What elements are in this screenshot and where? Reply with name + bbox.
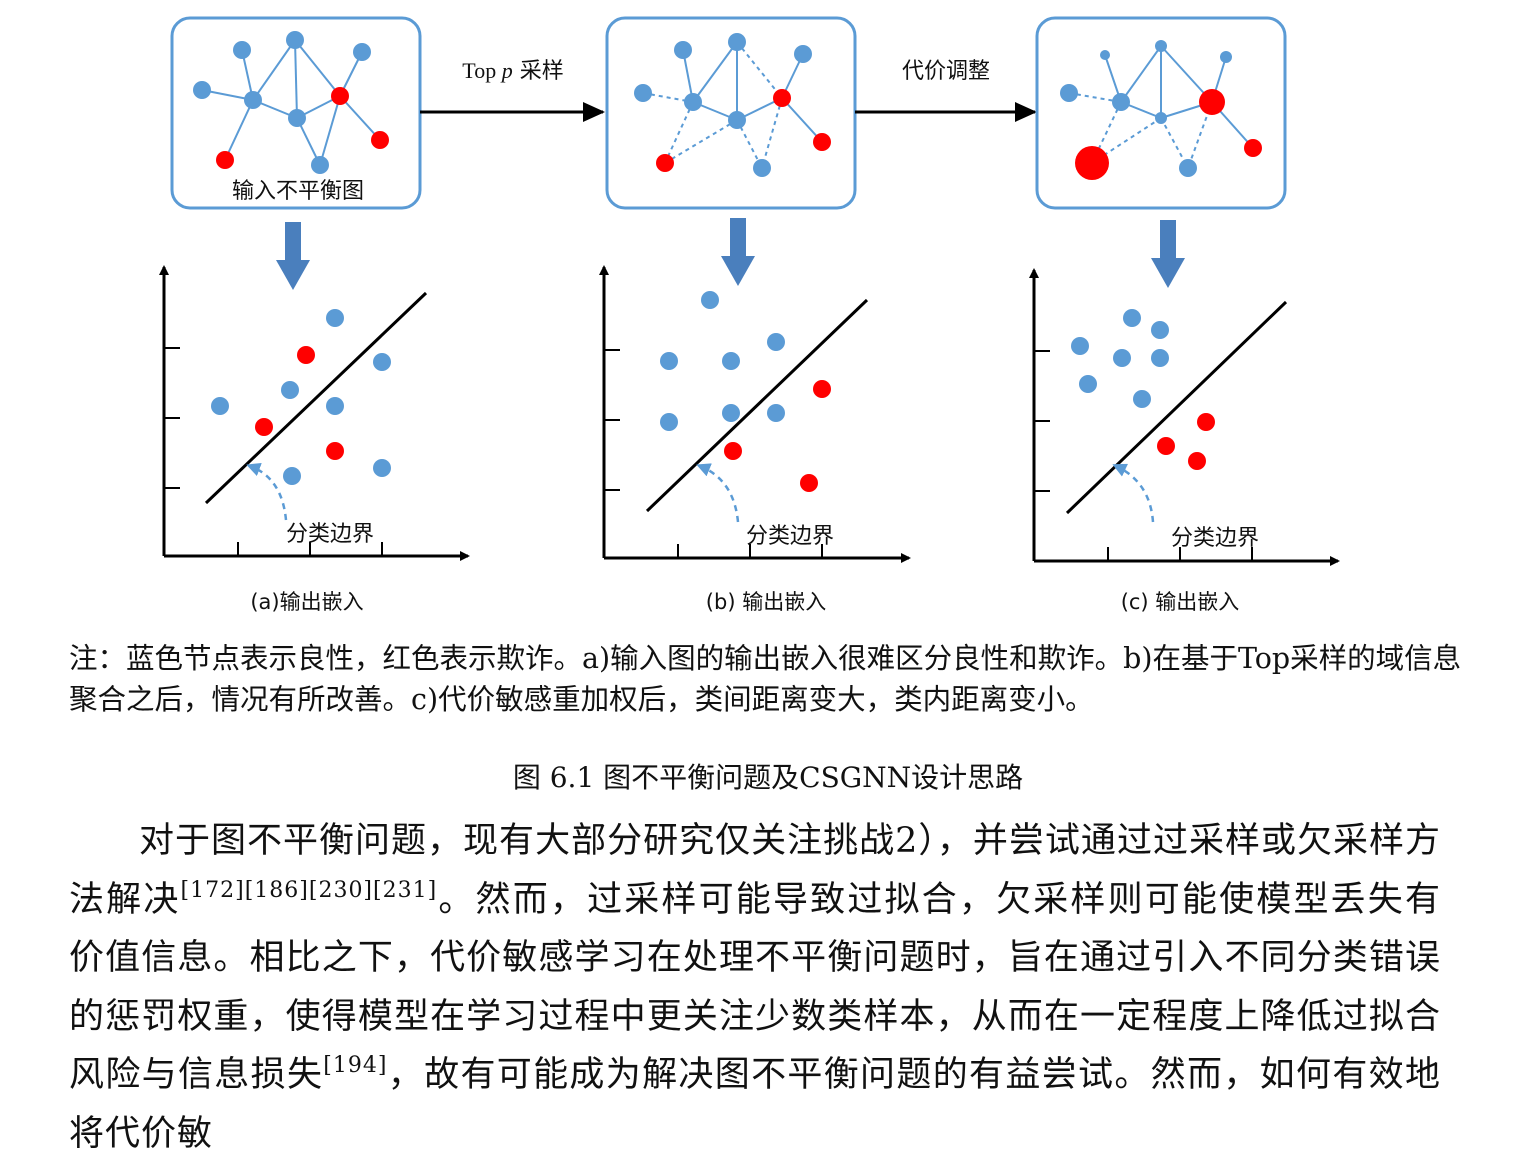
red-point: [800, 474, 818, 492]
blue-node: [311, 156, 329, 174]
blue-point: [1123, 309, 1141, 327]
red-node: [813, 133, 831, 151]
red-point: [255, 418, 273, 436]
graph-nodes-c: [1060, 40, 1262, 180]
decision-boundary: [1065, 300, 1288, 515]
blue-point: [1151, 349, 1169, 367]
down-arrow-a: [276, 222, 310, 290]
decision-boundary: [204, 291, 428, 505]
blue-point: [281, 381, 299, 399]
graph-label-a: 输入不平衡图: [232, 179, 364, 204]
graph-nodes-b: [634, 33, 831, 177]
graph-box-c: [1035, 16, 1287, 210]
red-point: [1188, 452, 1206, 470]
figure-caption: 图 6.1 图不平衡问题及CSGNN设计思路: [512, 761, 1024, 794]
red-point: [1197, 413, 1215, 431]
arrow-cost-adjust: 代价调整: [855, 59, 1037, 122]
blue-point: [326, 397, 344, 415]
svg-text:分类边界: 分类边界: [1171, 526, 1259, 551]
blue-point: [373, 459, 391, 477]
blue-point: [1151, 321, 1169, 339]
red-node: [1199, 89, 1225, 115]
blue-node: [728, 33, 746, 51]
citation-1: [172][186][230][231]: [180, 877, 438, 903]
blue-point: [660, 352, 678, 370]
blue-node: [728, 111, 746, 129]
embed-label-b: (b) 输出嵌入: [706, 590, 826, 614]
blue-point: [373, 353, 391, 371]
arrow-top-p-sampling: Top p 采样: [420, 58, 605, 122]
blue-point: [767, 404, 785, 422]
red-node: [773, 89, 791, 107]
blue-point: [326, 309, 344, 327]
blue-node: [684, 93, 702, 111]
blue-node: [1100, 50, 1110, 60]
body-text-1: 对于图不平衡问题，现有大部分研究仅关注挑战2），并尝试通过过采样或欠采样方法解决: [69, 821, 1441, 920]
red-node: [331, 87, 349, 105]
red-point: [813, 380, 831, 398]
blue-point: [701, 291, 719, 309]
blue-point: [722, 404, 740, 422]
graph-box-a: 输入不平衡图: [170, 16, 422, 210]
blue-node: [233, 41, 251, 59]
red-node: [216, 151, 234, 169]
blue-node: [1155, 40, 1167, 52]
embed-plot-b: 分类边界 (b) 输出嵌入: [599, 265, 911, 614]
graph-box-b: [605, 16, 857, 210]
blue-node: [193, 81, 211, 99]
blue-point: [283, 467, 301, 485]
figure-note: 注：蓝色节点表示良性，红色表示欺诈。a)输入图的输出嵌入很难区分良性和欺诈。b)…: [69, 642, 1462, 716]
blue-node: [288, 109, 306, 127]
arrow1-label: Top p 采样: [462, 58, 563, 84]
blue-node: [286, 31, 304, 49]
blue-point: [1113, 349, 1131, 367]
body-paragraph: 对于图不平衡问题，现有大部分研究仅关注挑战2），并尝试通过过采样或欠采样方法解决…: [69, 812, 1441, 1163]
embed-label-c: (c) 输出嵌入: [1121, 590, 1240, 614]
down-arrow-b: [721, 218, 755, 286]
blue-point: [1071, 337, 1089, 355]
blue-node: [794, 45, 812, 63]
embed-label-a: (a)输出嵌入: [250, 590, 363, 614]
blue-node: [1112, 93, 1130, 111]
red-node: [1075, 146, 1109, 180]
blue-node: [1220, 51, 1232, 63]
red-point: [297, 346, 315, 364]
blue-node: [1179, 159, 1197, 177]
body-text-2: 。然而，过采样可能导致过拟合，欠采样则可能使模型丢失有价值信息。相比之下，代价敏…: [69, 879, 1441, 1096]
embed-plot-c: 分类边界 (c) 输出嵌入: [1029, 268, 1340, 614]
svg-text:分类边界: 分类边界: [746, 524, 834, 549]
blue-node: [353, 43, 371, 61]
blue-point: [767, 333, 785, 351]
blue-point: [1133, 390, 1151, 408]
red-point: [1157, 437, 1175, 455]
blue-point: [1079, 375, 1097, 393]
down-arrow-c: [1151, 220, 1185, 288]
blue-node: [244, 91, 262, 109]
red-node: [656, 154, 674, 172]
red-node: [371, 131, 389, 149]
decision-boundary: [645, 298, 869, 513]
graph-nodes-a: [193, 31, 389, 174]
blue-point: [660, 413, 678, 431]
citation-2: [194]: [323, 1053, 388, 1078]
blue-node: [753, 159, 771, 177]
blue-node: [1060, 84, 1078, 102]
blue-point: [211, 397, 229, 415]
svg-text:代价调整: 代价调整: [902, 59, 990, 84]
blue-node: [674, 41, 692, 59]
embed-plot-a: 分类边界 (a)输出嵌入: [159, 265, 470, 614]
red-point: [724, 442, 742, 460]
blue-node: [1155, 112, 1167, 124]
svg-text:分类边界: 分类边界: [286, 522, 374, 547]
figure-6-1: 输入不平衡图 Top p 采样: [159, 16, 1340, 614]
red-node: [1244, 139, 1262, 157]
red-point: [326, 442, 344, 460]
blue-point: [722, 352, 740, 370]
blue-node: [634, 84, 652, 102]
